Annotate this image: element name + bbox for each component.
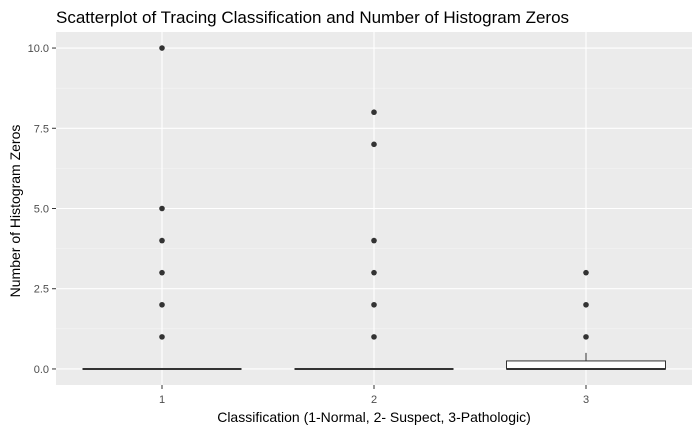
y-tick-label: 2.5 <box>34 284 49 296</box>
x-tick-label: 2 <box>371 394 377 406</box>
x-tick-label: 3 <box>583 394 589 406</box>
x-axis-label: Classification (1-Normal, 2- Suspect, 3-… <box>217 409 531 425</box>
outlier-point <box>159 45 165 51</box>
outlier-point <box>371 301 377 308</box>
outlier-point <box>371 109 377 116</box>
outlier-point <box>371 334 377 340</box>
outlier-point <box>159 269 165 276</box>
y-axis-label: Number of Histogram Zeros <box>7 125 23 298</box>
outlier-point <box>159 237 165 244</box>
y-tick-label: 5.0 <box>34 204 49 216</box>
outlier-points-layer <box>159 45 589 340</box>
x-axis-ticks: 1 2 3 <box>159 385 589 406</box>
outlier-point <box>583 269 589 276</box>
outlier-point <box>371 269 377 276</box>
y-tick-label: 7.5 <box>34 123 49 135</box>
y-tick-label: 10.0 <box>28 43 49 55</box>
x-tick-label: 1 <box>159 394 165 406</box>
box-rect <box>506 360 666 370</box>
outlier-point <box>371 237 377 244</box>
outlier-point <box>159 334 165 340</box>
chart-title: Scatterplot of Tracing Classification an… <box>56 8 569 27</box>
outlier-point <box>159 205 165 212</box>
outlier-point <box>583 301 589 308</box>
outlier-point <box>159 301 165 308</box>
outlier-point <box>371 141 377 148</box>
boxes-layer <box>82 352 666 370</box>
outlier-point <box>583 334 589 340</box>
y-tick-label: 0.0 <box>34 364 49 376</box>
y-axis-ticks: 0.0 2.5 5.0 7.5 10.0 <box>28 43 56 376</box>
